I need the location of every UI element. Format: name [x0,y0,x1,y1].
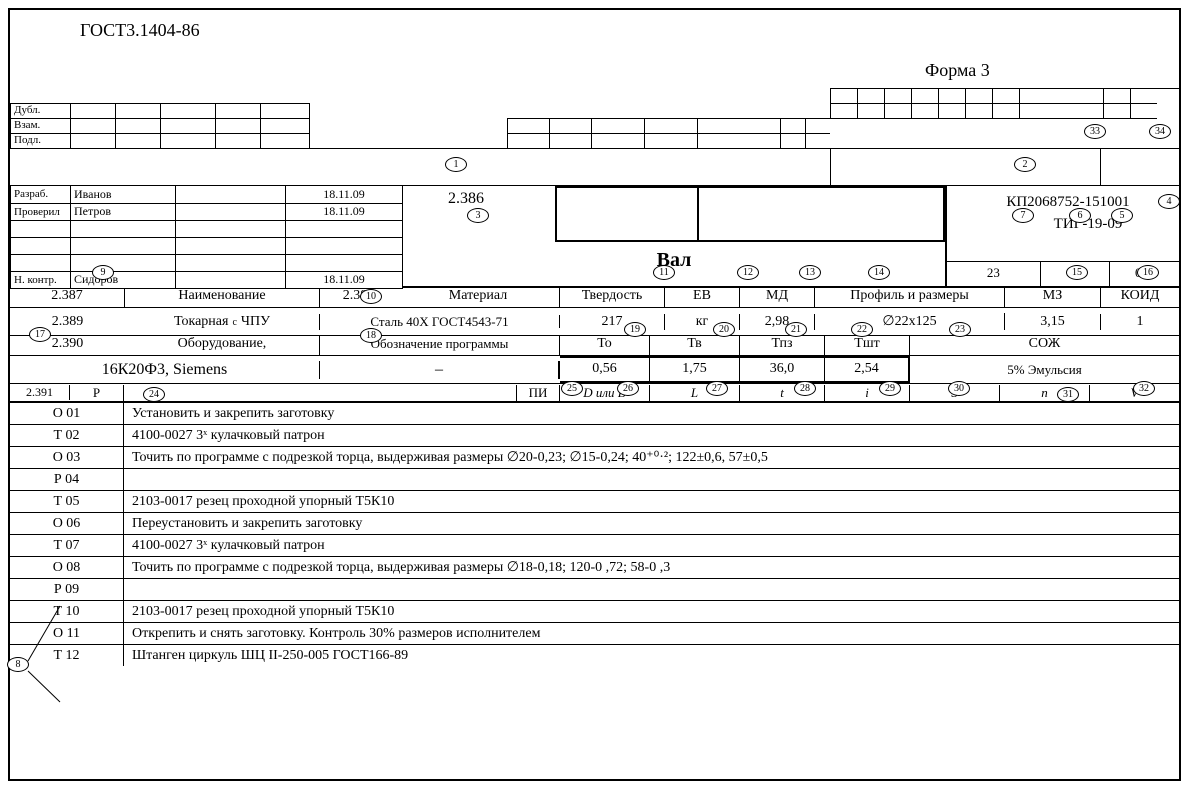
operation-code: О 01 [10,403,124,424]
top-right-grid [830,88,1179,119]
operation-row: Т 12Штанген циркуль ШЦ II-250-005 ГОСТ16… [10,644,1179,666]
operation-row: Р 09 [10,578,1179,600]
operation-code: Т 05 [10,491,124,512]
operation-text: 4100-0027 3ˣ кулачковый патрон [124,535,1179,556]
operation-row: О 11Открепить и снять заготовку. Контрол… [10,622,1179,644]
callout-1: 1 [445,157,467,172]
callout-22: 22 [851,322,873,337]
data-rows: 2.387 Наименование 2.388 Материал Твердо… [10,288,1179,666]
callout-24: 24 [143,387,165,402]
operation-code: О 11 [10,623,124,644]
callout-21: 21 [785,322,807,337]
operation-text [124,579,1179,600]
operation-code: О 08 [10,557,124,578]
proveril-date: 18.11.09 [286,203,403,220]
operation-text [124,469,1179,490]
code-2386: 2.386 [448,190,484,208]
callout-17: 17 [29,327,51,342]
operation-text: Точить по программе с подрезкой торца, в… [124,447,1179,468]
vzam-label: Взам. [10,119,70,134]
callout-8: 8 [7,657,29,672]
signatures-block: Разраб. Иванов 18.11.09 Проверил Петров … [10,186,403,289]
callout-12: 12 [737,265,759,280]
operation-text: Переустановить и закрепить заготовку [124,513,1179,534]
nkontr-label: Н. контр. [11,271,71,288]
doc-code: КП2068752-151001 [967,194,1169,211]
operation-code: Р 09 [10,579,124,600]
operation-text: Точить по программе с подрезкой торца, в… [124,557,1179,578]
callout-16: 16 [1137,265,1159,280]
callout-34: 34 [1149,124,1171,139]
dubl-label: Дубл. [10,104,70,119]
callout-15: 15 [1066,265,1088,280]
razrab-label: Разраб. [11,186,71,203]
razrab-name: Иванов [71,186,176,203]
operation-code: Т 07 [10,535,124,556]
standard-label: ГОСТ3.1404-86 [80,20,200,41]
nkontr-name: Сидоров [71,271,176,288]
operation-text: Штанген циркуль ШЦ II-250-005 ГОСТ166-89 [124,645,1179,666]
callout-32: 32 [1133,381,1155,396]
callout-20: 20 [713,322,735,337]
callout-31: 31 [1057,387,1079,402]
callout-26: 26 [617,381,639,396]
operation-row: О 06Переустановить и закрепить заготовку [10,512,1179,534]
razrab-date: 18.11.09 [286,186,403,203]
callout-29: 29 [879,381,901,396]
callout-9: 9 [92,265,114,280]
callout-5: 5 [1111,208,1133,223]
operation-text: 4100-0027 3ˣ кулачковый патрон [124,425,1179,446]
operation-row: Р 04 [10,468,1179,490]
proveril-label: Проверил [11,203,71,220]
callout-7: 7 [1012,208,1034,223]
nkontr-date: 18.11.09 [286,271,403,288]
proveril-name: Петров [71,203,176,220]
callout-19: 19 [624,322,646,337]
callout-6: 6 [1069,208,1091,223]
operation-text: Установить и закрепить заготовку [124,403,1179,424]
operation-row: Т 052103-0017 резец проходной упорный Т5… [10,490,1179,512]
operation-row: Т 102103-0017 резец проходной упорный Т5… [10,600,1179,622]
operation-code: О 03 [10,447,124,468]
callout-2: 2 [1014,157,1036,172]
callout-23: 23 [949,322,971,337]
top-mid-grid [507,118,830,149]
callout-25: 25 [561,381,583,396]
callout-13: 13 [799,265,821,280]
operation-text: 2103-0017 резец проходной упорный Т5К10 [124,491,1179,512]
callout-4: 4 [1158,194,1180,209]
operation-row: Т 074100-0027 3ˣ кулачковый патрон [10,534,1179,556]
title-box: Вал [403,242,945,288]
operation-code: Т 10 [10,601,124,622]
callout-14: 14 [868,265,890,280]
callout-27: 27 [706,381,728,396]
operation-row: О 03Точить по программе с подрезкой торц… [10,446,1179,468]
form-label: Форма 3 [925,60,990,81]
callout-30: 30 [948,381,970,396]
callout-33: 33 [1084,124,1106,139]
callout-11: 11 [653,265,675,280]
operation-row: Т 024100-0027 3ˣ кулачковый патрон [10,424,1179,446]
operation-row: О 08Точить по программе с подрезкой торц… [10,556,1179,578]
callout-28: 28 [794,381,816,396]
operation-text: 2103-0017 резец проходной упорный Т5К10 [124,601,1179,622]
podl-label: Подл. [10,134,70,149]
wide-row-1 [10,148,1179,186]
operation-code: Р 04 [10,469,124,490]
operation-text: Открепить и снять заготовку. Контроль 30… [124,623,1179,644]
callout-3: 3 [467,208,489,223]
operation-code: Т 02 [10,425,124,446]
callout-18: 18 [360,328,382,343]
empty-thick-box [555,186,945,242]
operations-table: О 01Установить и закрепить заготовкуТ 02… [10,402,1179,666]
operation-code: О 06 [10,513,124,534]
gost-form-sheet: ГОСТ3.1404-86 Форма 3 [8,8,1181,781]
operation-row: О 01Установить и закрепить заготовку [10,402,1179,424]
callout-10: 10 [360,289,382,304]
left-dubl-block: Дубл. Взам. Подл. [10,103,310,149]
